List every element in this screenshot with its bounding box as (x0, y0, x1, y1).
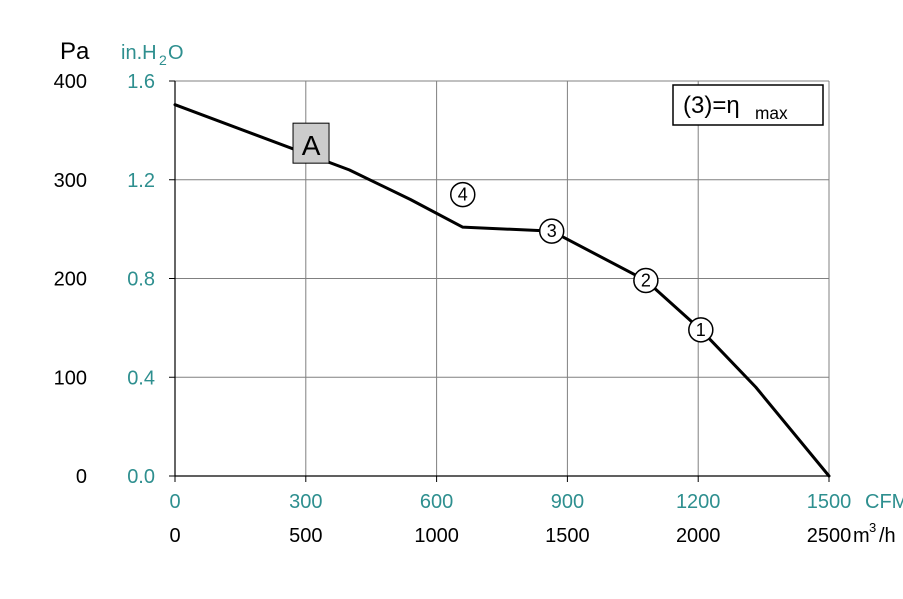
x2-tick: 300 (289, 491, 322, 513)
x2-tick: 900 (551, 491, 584, 513)
x1-tick: 0 (169, 525, 180, 547)
y2-tick: 0.0 (127, 466, 155, 488)
x1-tick: 1500 (545, 525, 590, 547)
svg-text:2: 2 (641, 270, 651, 290)
x1-tick: 1000 (414, 525, 459, 547)
operating-point-1: 1 (689, 318, 713, 342)
y2-tick: 0.8 (127, 269, 155, 291)
x2-tick: 600 (420, 491, 453, 513)
x1-tick: 500 (289, 525, 322, 547)
x2-tick: 1500 (807, 491, 852, 513)
svg-text:3: 3 (547, 221, 557, 241)
svg-text:4: 4 (458, 185, 468, 205)
y1-tick: 100 (54, 367, 87, 389)
svg-text:O: O (168, 42, 184, 64)
operating-point-2: 2 (634, 268, 658, 292)
x1-tick: 2000 (676, 525, 721, 547)
y2-tick: 0.4 (127, 367, 155, 389)
x2-axis-label: CFM (865, 491, 903, 513)
operating-point-3: 3 (540, 219, 564, 243)
y1-tick: 200 (54, 269, 87, 291)
svg-text:3: 3 (869, 520, 876, 535)
svg-text:m: m (853, 525, 870, 547)
y1-tick: 0 (76, 466, 87, 488)
operating-point-4: 4 (451, 183, 475, 207)
svg-text:/h: /h (879, 525, 896, 547)
svg-text:in.H: in.H (121, 42, 157, 64)
y1-axis-label: Pa (60, 38, 90, 65)
y1-tick: 300 (54, 170, 87, 192)
x2-tick: 0 (169, 491, 180, 513)
y1-tick: 400 (54, 71, 87, 93)
curve-label: A (302, 130, 321, 161)
x1-tick: 2500 (807, 525, 852, 547)
y2-tick: 1.6 (127, 71, 155, 93)
svg-text:(3)=η: (3)=η (683, 92, 740, 119)
fan-curve-chart: (3)=η max A 4 3 2 1 0 300 600 900 1200 1500 CFM 0 500 10… (0, 0, 903, 599)
svg-text:2: 2 (159, 52, 167, 68)
x2-tick: 1200 (676, 491, 721, 513)
svg-text:1: 1 (696, 320, 706, 340)
svg-text:max: max (755, 103, 788, 123)
y2-tick: 1.2 (127, 170, 155, 192)
